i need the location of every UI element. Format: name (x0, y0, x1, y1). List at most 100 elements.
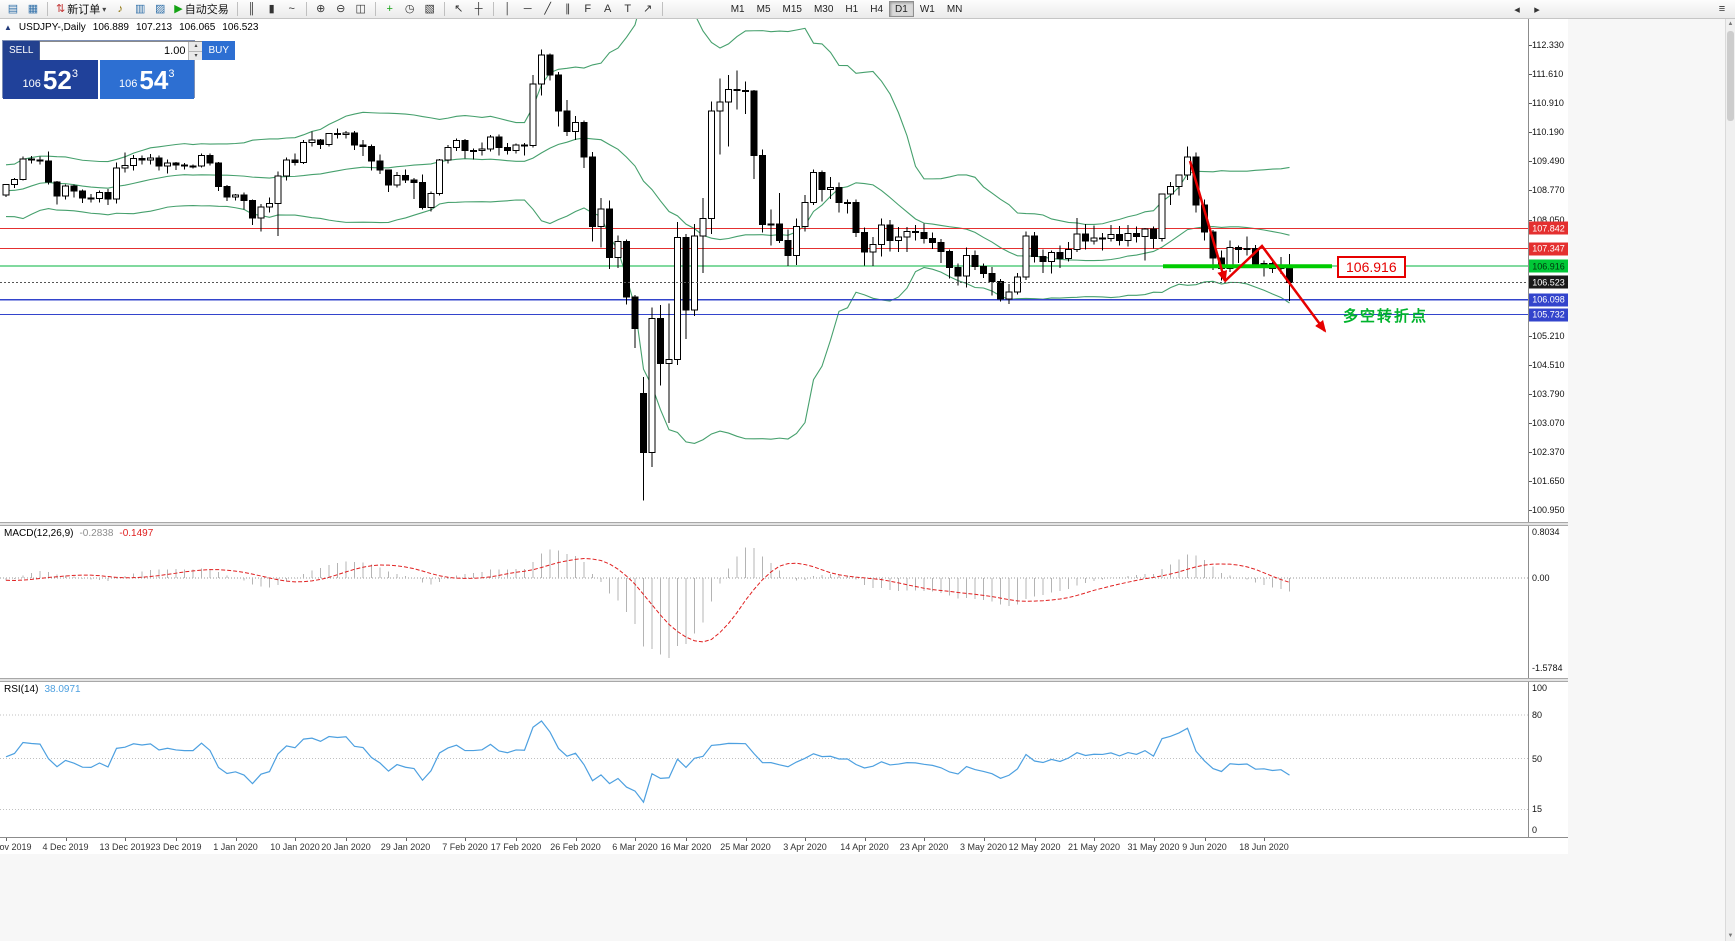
rsi-tick-label: 50 (1532, 753, 1543, 764)
price-chart-canvas[interactable] (0, 19, 1529, 522)
timeframe-h1-button[interactable]: H1 (839, 1, 864, 17)
price-line-badge: 105.732 (1529, 308, 1568, 322)
zoom-out-button[interactable]: ⊖ (331, 1, 351, 18)
macd-main-value: -0.2838 (79, 528, 114, 539)
rsi-value: 38.0971 (44, 684, 81, 695)
buy-price-button[interactable]: 106 54 3 (99, 60, 194, 99)
date-tick-mark (346, 838, 347, 841)
timeframe-m30-button[interactable]: M30 (808, 1, 839, 17)
date-tick-label: 14 Apr 2020 (840, 842, 889, 852)
zoom-in-button[interactable]: ⊕ (311, 1, 331, 18)
price-axis[interactable]: 112.330 111.610 110.910 110.190 109.490 108.7… (1528, 19, 1568, 522)
sell-price-sup: 3 (71, 67, 78, 80)
text-button[interactable]: A (598, 1, 618, 18)
periods-button[interactable]: ◷ (400, 1, 420, 18)
templates-button[interactable]: ▧ (420, 1, 440, 18)
scroll-down-arrow[interactable]: ▼ (1727, 933, 1734, 939)
window-menu-button[interactable]: ≡ (1712, 1, 1732, 18)
date-tick-label: 18 Jun 2020 (1239, 842, 1289, 852)
date-tick-mark (65, 838, 67, 841)
toolbar-overflow-right-button[interactable]: ▸ (1527, 1, 1547, 18)
horizontal-line-button-icon: ─ (523, 2, 532, 15)
buy-button[interactable]: BUY (202, 41, 236, 60)
scroll-up-arrow[interactable]: ▲ (1727, 21, 1734, 27)
label-button[interactable]: T (618, 1, 638, 18)
trendline-button[interactable]: ╱ (538, 1, 558, 18)
vertical-line-button[interactable]: │ (498, 1, 518, 18)
new-chart-button[interactable]: ▤ (3, 1, 23, 18)
timeframe-m15-button[interactable]: M15 (777, 1, 808, 17)
autotrading-button-label: 自动交易 (184, 4, 229, 16)
rsi-tick-label: 0 (1532, 825, 1538, 835)
fibonacci-button[interactable]: F (578, 1, 598, 18)
volume-increase-button[interactable]: ▴ (189, 42, 203, 52)
buy-price-sup: 3 (168, 67, 175, 80)
autotrading-button[interactable]: ▶ 自动交易 (170, 1, 232, 18)
new-order-button[interactable]: ⇅ 新订单 ▾ (52, 1, 110, 18)
price-tick-mark (1529, 451, 1532, 453)
pane-splitter[interactable] (0, 678, 1568, 682)
date-tick-label: 4 Dec 2019 (42, 842, 89, 852)
price-tick-mark (1529, 161, 1532, 163)
crosshair-button[interactable]: ┼ (469, 1, 489, 18)
toolbar-separator (47, 2, 48, 16)
toolbar-overflow-left-button[interactable]: ◂ (1507, 1, 1527, 18)
macd-pane[interactable]: MACD(12,26,9) -0.2838 -0.1497 0.8034 0.00… (0, 526, 1568, 678)
rsi-pane[interactable]: RSI(14) 38.0971 100 80 50 15 0 (0, 682, 1568, 837)
fibonacci-button-icon: F (584, 2, 592, 15)
price-tick-mark (1529, 190, 1532, 192)
date-tick-mark (575, 838, 577, 841)
timeframe-d1-button[interactable]: D1 (889, 1, 914, 17)
price-tick-mark (1529, 74, 1532, 76)
market-watch-button-icon: ▥ (135, 2, 146, 15)
line-chart-button[interactable]: ~ (282, 1, 302, 18)
pane-splitter[interactable] (0, 522, 1568, 526)
turning-point-annotation[interactable]: 多空转折点 (1343, 308, 1429, 325)
scrollbar-thumb[interactable] (1727, 31, 1734, 121)
volume-input[interactable] (40, 42, 189, 60)
timeframe-h4-button[interactable]: H4 (864, 1, 889, 17)
market-watch-button[interactable]: ▥ (130, 1, 150, 18)
cursor-button[interactable]: ↖ (449, 1, 469, 18)
sell-button[interactable]: SELL (3, 41, 41, 60)
date-tick-label: 9 Jun 2020 (1182, 842, 1227, 852)
timeframe-m5-button[interactable]: M5 (751, 1, 777, 17)
zoom-in-button-icon: ⊕ (316, 2, 326, 15)
chart-ohlc-readout: ▲ USDJPY-,Daily 106.889 107.213 106.065 … (4, 22, 258, 33)
price-chart-pane[interactable]: ▲ USDJPY-,Daily 106.889 107.213 106.065 … (0, 19, 1568, 522)
timeframe-mn-button[interactable]: MN (941, 1, 969, 17)
horizontal-line-button[interactable]: ─ (518, 1, 538, 18)
data-window-button[interactable]: ▨ (150, 1, 170, 18)
macd-label-row: MACD(12,26,9) -0.2838 -0.1497 (4, 528, 153, 539)
volume-spinner: ▴ ▾ (188, 42, 203, 60)
price-annotation-box[interactable]: 106.916 (1337, 256, 1406, 278)
price-tick-mark (1529, 423, 1532, 425)
candlestick-chart-button[interactable]: ▮ (262, 1, 282, 18)
date-tick-label: 31 May 2020 (1127, 842, 1180, 852)
sound-alert-button[interactable]: ♪ (110, 1, 130, 18)
macd-axis[interactable]: 0.8034 0.00 -1.5784 (1528, 526, 1568, 678)
dropdown-arrow-icon: ▾ (102, 4, 107, 14)
one-click-collapse-arrow[interactable]: ▲ (4, 23, 12, 32)
tile-windows-button[interactable]: ◫ (351, 1, 371, 18)
rsi-tick-label: 15 (1532, 804, 1543, 815)
sell-price-button[interactable]: 106 52 3 (3, 60, 100, 99)
volume-decrease-button[interactable]: ▾ (189, 51, 203, 60)
bar-chart-button[interactable]: ║ (242, 1, 262, 18)
macd-canvas[interactable] (0, 526, 1529, 678)
indicators-button[interactable]: + (380, 1, 400, 18)
profiles-button[interactable]: ▦ (23, 1, 43, 18)
arrows-button[interactable]: ↗ (638, 1, 658, 18)
date-tick-mark (235, 838, 237, 841)
channel-button[interactable]: ∥ (558, 1, 578, 18)
rsi-axis[interactable]: 100 80 50 15 0 (1528, 682, 1568, 837)
date-tick-label: 23 Dec 2019 (150, 842, 202, 852)
rsi-canvas[interactable] (0, 682, 1529, 837)
vertical-scrollbar[interactable]: ▲ ▼ (1725, 19, 1735, 941)
price-tick-label: 101.650 (1532, 476, 1565, 487)
timeframe-w1-button[interactable]: W1 (914, 1, 941, 17)
price-line-badge: 106.098 (1529, 293, 1568, 307)
timeframe-m1-button[interactable]: M1 (725, 1, 751, 17)
toolbar-separator (661, 2, 663, 16)
